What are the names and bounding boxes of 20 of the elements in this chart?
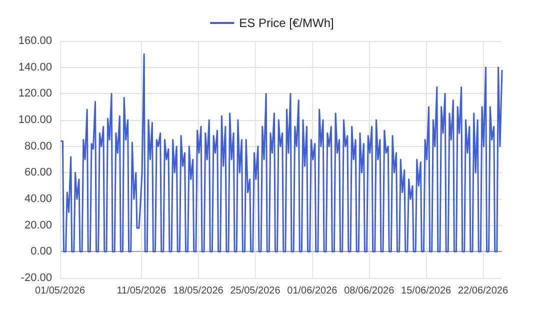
x-tick-label: 11/05/2026 (116, 286, 166, 296)
y-tick-label: 100.00 (18, 114, 52, 126)
x-tick-label: 18/05/2026 (173, 286, 224, 296)
line-series (60, 53, 503, 252)
y-tick-label: 160.00 (18, 35, 52, 47)
legend-label: ES Price [€/MWh] (239, 16, 334, 30)
y-tick-label: 0.00 (30, 246, 52, 258)
x-tick-label: 01/06/2026 (287, 286, 338, 296)
y-tick-label: 140.00 (18, 61, 52, 74)
x-tick-label: 01/05/2026 (34, 286, 86, 296)
x-tick-label: 08/06/2026 (344, 286, 395, 296)
x-tick-label: 25/05/2026 (230, 286, 281, 296)
x-tick-label: 22/06/2026 (458, 286, 508, 296)
y-tick-label: 120.00 (18, 88, 52, 100)
y-tick-label: 80.00 (24, 140, 52, 152)
y-tick-label: -20.00 (20, 272, 52, 284)
x-tick-label: 15/06/2026 (401, 286, 452, 296)
y-tick-label: 60.00 (24, 166, 52, 179)
y-tick-label: 40.00 (24, 193, 52, 205)
y-tick-label: 20.00 (24, 219, 52, 232)
